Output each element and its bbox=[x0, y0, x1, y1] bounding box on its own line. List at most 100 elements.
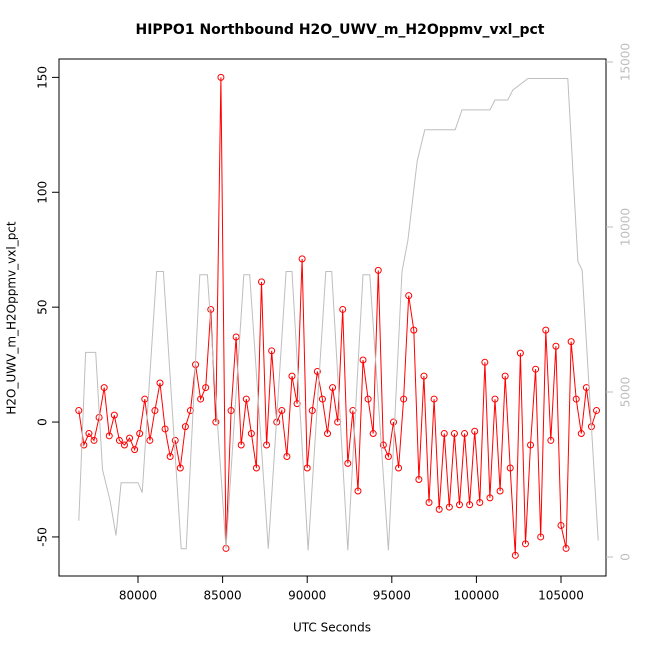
data-point bbox=[75, 407, 83, 415]
y-tick-label: 0 bbox=[36, 418, 50, 426]
data-point bbox=[516, 349, 524, 357]
data-point bbox=[562, 544, 570, 552]
data-point bbox=[237, 441, 245, 449]
data-point bbox=[197, 395, 205, 403]
data-point bbox=[481, 358, 489, 366]
data-point bbox=[374, 266, 382, 274]
data-point bbox=[557, 521, 565, 529]
y-tick-label: 50 bbox=[36, 300, 50, 315]
data-point bbox=[298, 255, 306, 263]
data-point bbox=[440, 430, 448, 438]
data-point bbox=[131, 446, 139, 454]
x-tick-label: 90000 bbox=[288, 589, 326, 603]
data-point bbox=[85, 430, 93, 438]
y-tick-label: 150 bbox=[36, 66, 50, 89]
data-point bbox=[202, 384, 210, 392]
data-point bbox=[450, 430, 458, 438]
data-point bbox=[303, 464, 311, 472]
data-point bbox=[506, 464, 514, 472]
data-point bbox=[435, 505, 443, 513]
data-point bbox=[384, 453, 392, 461]
data-point bbox=[425, 498, 433, 506]
data-point bbox=[359, 356, 367, 364]
data-point bbox=[476, 498, 484, 506]
data-point bbox=[471, 427, 479, 435]
data-point bbox=[217, 73, 225, 81]
data-point bbox=[232, 333, 240, 341]
x-tick-label: 80000 bbox=[119, 589, 157, 603]
data-point bbox=[567, 338, 575, 346]
y-tick-label: -50 bbox=[36, 527, 50, 547]
series-line bbox=[78, 77, 597, 556]
data-point bbox=[324, 430, 332, 438]
data-point bbox=[80, 441, 88, 449]
data-point bbox=[410, 326, 418, 334]
data-point bbox=[90, 436, 98, 444]
data-point bbox=[405, 292, 413, 300]
data-point bbox=[161, 425, 169, 433]
data-point bbox=[466, 501, 474, 509]
data-point bbox=[176, 464, 184, 472]
data-point bbox=[542, 326, 550, 334]
y-tick-label: 100 bbox=[36, 181, 50, 204]
data-point bbox=[344, 459, 352, 467]
data-point bbox=[207, 305, 215, 313]
x-tick-label: 85000 bbox=[204, 589, 242, 603]
plot-frame bbox=[58, 58, 607, 577]
data-point bbox=[252, 464, 260, 472]
data-point bbox=[532, 365, 540, 373]
data-point bbox=[486, 494, 494, 502]
data-point bbox=[395, 464, 403, 472]
data-point bbox=[318, 395, 326, 403]
data-point bbox=[308, 407, 316, 415]
data-point bbox=[313, 367, 321, 375]
data-point bbox=[547, 436, 555, 444]
data-point bbox=[379, 441, 387, 449]
data-point bbox=[415, 475, 423, 483]
data-point bbox=[268, 347, 276, 355]
y-axis-label: H2O_UWV_m_H2Oppmv_vxl_pct bbox=[5, 221, 19, 415]
data-point bbox=[227, 407, 235, 415]
data-point bbox=[354, 487, 362, 495]
data-point bbox=[369, 430, 377, 438]
data-point bbox=[105, 432, 113, 440]
data-point bbox=[212, 418, 220, 426]
x-tick-label: 95000 bbox=[373, 589, 411, 603]
data-point bbox=[461, 430, 469, 438]
data-point bbox=[115, 436, 123, 444]
data-point bbox=[141, 395, 149, 403]
data-point bbox=[400, 395, 408, 403]
data-point bbox=[364, 395, 372, 403]
data-point bbox=[552, 342, 560, 350]
data-point bbox=[577, 430, 585, 438]
x-axis-label: UTC Seconds bbox=[293, 621, 371, 635]
data-point bbox=[146, 436, 154, 444]
x-tick-label: 105000 bbox=[538, 589, 584, 603]
data-point bbox=[511, 551, 519, 559]
data-point bbox=[527, 441, 535, 449]
data-point bbox=[455, 501, 463, 509]
data-point bbox=[263, 441, 271, 449]
data-point bbox=[521, 540, 529, 548]
data-point bbox=[126, 434, 134, 442]
data-point bbox=[100, 384, 108, 392]
data-point bbox=[242, 395, 250, 403]
data-point bbox=[151, 407, 159, 415]
data-point bbox=[247, 430, 255, 438]
y2-tick-label: 15000 bbox=[619, 43, 633, 81]
data-point bbox=[278, 407, 286, 415]
series-line bbox=[78, 78, 599, 551]
data-point bbox=[491, 395, 499, 403]
y2-tick-label: 0 bbox=[619, 553, 633, 561]
data-point bbox=[283, 453, 291, 461]
chart-title: HIPPO1 Northbound H2O_UWV_m_H2Oppmv_vxl_… bbox=[135, 22, 544, 38]
data-point bbox=[120, 441, 128, 449]
data-point bbox=[110, 411, 118, 419]
data-point bbox=[339, 305, 347, 313]
data-point bbox=[445, 503, 453, 511]
y2-tick-label: 10000 bbox=[619, 208, 633, 246]
data-point bbox=[171, 436, 179, 444]
data-point bbox=[156, 379, 164, 387]
data-point bbox=[496, 487, 504, 495]
